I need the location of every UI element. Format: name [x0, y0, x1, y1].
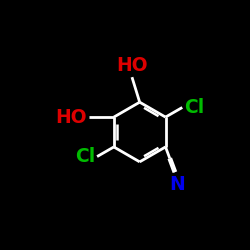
Text: HO: HO — [55, 108, 87, 126]
Text: Cl: Cl — [75, 147, 95, 166]
Text: HO: HO — [116, 56, 148, 75]
Text: Cl: Cl — [184, 98, 204, 117]
Text: N: N — [169, 175, 185, 194]
